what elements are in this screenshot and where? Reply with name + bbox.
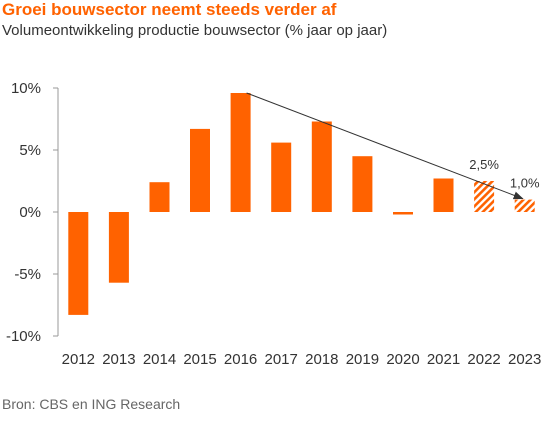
y-tick-label: -5%: [14, 266, 41, 283]
x-tick-label-2023: 2023: [508, 351, 541, 368]
x-tick-label-2017: 2017: [265, 351, 298, 368]
bar-2019: [352, 156, 373, 212]
source-note: Bron: CBS en ING Research: [2, 396, 181, 412]
bar-2021: [433, 178, 454, 212]
bar-2017: [271, 142, 292, 212]
x-tick-label-2019: 2019: [346, 351, 379, 368]
x-tick-label-2020: 2020: [386, 351, 419, 368]
x-tick-label-2012: 2012: [62, 351, 95, 368]
y-tick-label: 0%: [19, 204, 41, 221]
y-tick-label: -10%: [6, 328, 41, 345]
y-tick-label: 10%: [11, 80, 41, 97]
x-tick-label-2022: 2022: [467, 351, 500, 368]
bar-2013: [108, 212, 129, 283]
chart-title: Groei bouwsector neemt steeds verder af: [2, 0, 337, 19]
x-tick-label-2013: 2013: [102, 351, 135, 368]
bar-2022: [474, 181, 495, 212]
bar-2014: [149, 182, 170, 212]
chart-subtitle: Volumeontwikkeling productie bouwsector …: [2, 22, 388, 39]
bar-2018: [311, 121, 332, 212]
bar-2015: [190, 128, 210, 212]
x-tick-label-2014: 2014: [143, 351, 176, 368]
bar-2012: [68, 212, 89, 315]
bar-2023: [514, 199, 535, 212]
x-tick-label-2015: 2015: [183, 351, 216, 368]
x-tick-label-2021: 2021: [427, 351, 460, 368]
bar-2016: [230, 93, 251, 212]
data-label-2022: 2,5%: [469, 157, 499, 172]
bar-2020: [393, 212, 413, 215]
x-tick-label-2016: 2016: [224, 351, 257, 368]
data-label-2023: 1,0%: [510, 176, 540, 191]
x-tick-label-2018: 2018: [305, 351, 338, 368]
trend-arrow: [246, 92, 524, 200]
y-tick-label: 5%: [19, 142, 41, 159]
